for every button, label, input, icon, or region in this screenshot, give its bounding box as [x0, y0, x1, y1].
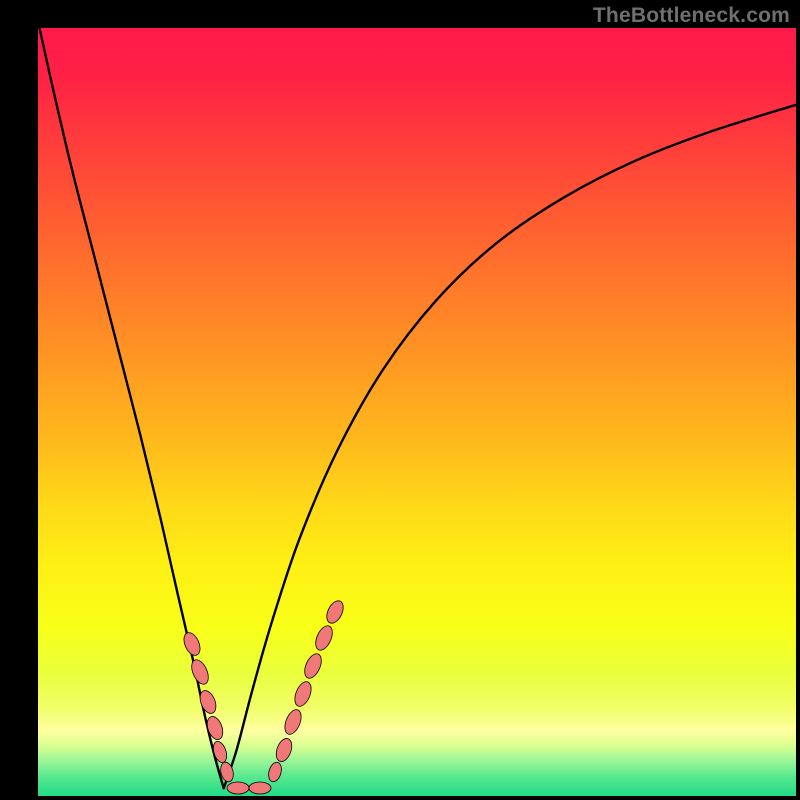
chart-stage: TheBottleneck.com — [0, 0, 800, 800]
gradient-plot-area — [38, 28, 796, 796]
watermark-text: TheBottleneck.com — [593, 4, 790, 28]
